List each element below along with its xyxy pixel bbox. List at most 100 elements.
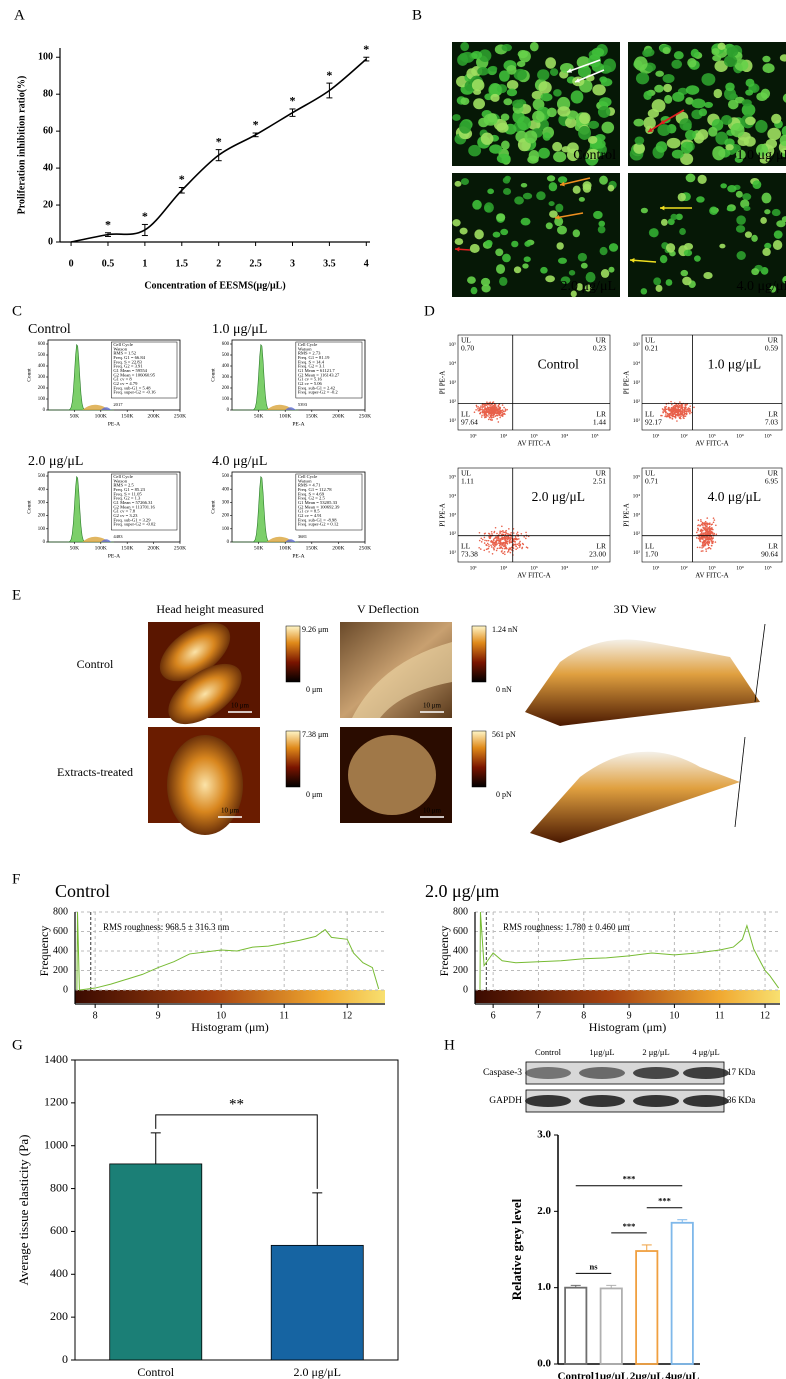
event-dot bbox=[666, 416, 668, 418]
cell bbox=[720, 183, 727, 188]
event-dot bbox=[507, 533, 509, 535]
event-dot bbox=[499, 538, 501, 540]
blot-band bbox=[683, 1067, 729, 1079]
cell bbox=[470, 244, 480, 253]
event-dot bbox=[479, 407, 481, 409]
cell bbox=[641, 208, 648, 214]
x-tick-label: 10² bbox=[500, 433, 508, 439]
cell bbox=[481, 133, 494, 145]
y-tick-label: 10² bbox=[633, 531, 641, 537]
event-dot bbox=[499, 417, 501, 419]
cell bbox=[681, 142, 693, 154]
quadrant-value: 2.51 bbox=[593, 477, 606, 486]
colorbar-max: 1.24 nN bbox=[492, 625, 518, 634]
event-dot bbox=[478, 547, 480, 549]
cell bbox=[549, 201, 555, 206]
event-dot bbox=[673, 410, 675, 412]
cell bbox=[762, 193, 772, 204]
y-tick-label: 100 bbox=[38, 527, 46, 532]
y-tick-label: 400 bbox=[38, 487, 46, 492]
afm-3d-view bbox=[530, 752, 740, 843]
blot-band bbox=[579, 1067, 625, 1079]
event-dot bbox=[504, 413, 506, 415]
cell bbox=[745, 231, 752, 238]
y-tick-label: 100 bbox=[38, 52, 53, 63]
y-tick-label: 10⁵ bbox=[449, 475, 457, 481]
x-tick-label: 10⁵ bbox=[591, 565, 599, 571]
y-tick-label: 0 bbox=[43, 408, 46, 413]
event-dot bbox=[708, 523, 710, 525]
cell bbox=[682, 277, 691, 286]
cell bbox=[656, 141, 668, 152]
cell bbox=[719, 244, 725, 249]
x-tick-label: 2μg/μL bbox=[630, 1371, 664, 1379]
event-dot bbox=[499, 408, 501, 410]
cell bbox=[745, 89, 753, 95]
event-dot bbox=[496, 537, 498, 539]
x-tick-label: 2.0 μg/μL bbox=[293, 1365, 341, 1379]
cell bbox=[583, 184, 592, 193]
event-dot bbox=[488, 544, 490, 546]
event-dot bbox=[713, 522, 715, 524]
cell bbox=[671, 214, 678, 220]
event-dot bbox=[711, 523, 713, 525]
event-dot bbox=[488, 419, 490, 421]
cell bbox=[679, 118, 691, 130]
cell bbox=[578, 126, 591, 140]
event-dot bbox=[713, 517, 715, 519]
event-dot bbox=[701, 530, 703, 532]
event-dot bbox=[706, 524, 708, 526]
event-dot bbox=[697, 530, 699, 532]
cell bbox=[484, 205, 491, 212]
event-dot bbox=[704, 544, 706, 546]
x-tick-label: 4μg/μL bbox=[665, 1371, 699, 1379]
event-dot bbox=[710, 548, 712, 550]
event-dot bbox=[673, 416, 675, 418]
cell bbox=[557, 106, 570, 116]
cell bbox=[635, 136, 645, 144]
y-tick-label: 300 bbox=[38, 375, 46, 380]
event-dot bbox=[481, 415, 483, 417]
event-dot bbox=[711, 545, 713, 547]
y-tick-label: 600 bbox=[50, 1223, 68, 1237]
cell bbox=[746, 79, 755, 87]
cell bbox=[550, 68, 558, 76]
event-dot bbox=[677, 407, 679, 409]
event-dot bbox=[699, 525, 701, 527]
event-dot bbox=[705, 525, 707, 527]
colorbar-max: 7.38 μm bbox=[302, 730, 329, 739]
cell bbox=[521, 218, 531, 226]
event-dot bbox=[703, 541, 705, 543]
event-dot bbox=[697, 525, 699, 527]
event-count: 3681 bbox=[298, 534, 308, 539]
event-dot bbox=[522, 543, 524, 545]
event-dot bbox=[699, 540, 701, 542]
event-dot bbox=[510, 537, 512, 539]
x-tick-label: 200K bbox=[332, 413, 344, 419]
cell bbox=[501, 141, 510, 150]
y-tick-label: 10² bbox=[449, 531, 457, 537]
chart-title: Control bbox=[55, 881, 110, 901]
cell bbox=[521, 183, 527, 188]
event-dot bbox=[521, 533, 523, 535]
cell bbox=[546, 222, 553, 229]
cell bbox=[663, 47, 671, 54]
x-tick-label: 50K bbox=[70, 413, 80, 419]
event-dot bbox=[503, 542, 505, 544]
y-tick-label: 10¹ bbox=[449, 418, 457, 424]
event-dot bbox=[506, 548, 508, 550]
event-dot bbox=[479, 410, 481, 412]
event-dot bbox=[689, 408, 691, 410]
x-tick-label: 0 bbox=[69, 258, 74, 269]
colorbar bbox=[286, 731, 300, 787]
quadrant-value: 6.95 bbox=[765, 477, 778, 486]
x-tick-label: 10¹ bbox=[652, 565, 660, 571]
event-dot bbox=[499, 533, 501, 535]
event-dot bbox=[486, 548, 488, 550]
cell bbox=[481, 284, 490, 292]
y-tick-label: 400 bbox=[38, 364, 46, 369]
cell bbox=[655, 71, 664, 77]
cell bbox=[558, 258, 567, 264]
cell bbox=[598, 226, 606, 234]
x-axis-label: AV FITC-A bbox=[695, 572, 728, 580]
